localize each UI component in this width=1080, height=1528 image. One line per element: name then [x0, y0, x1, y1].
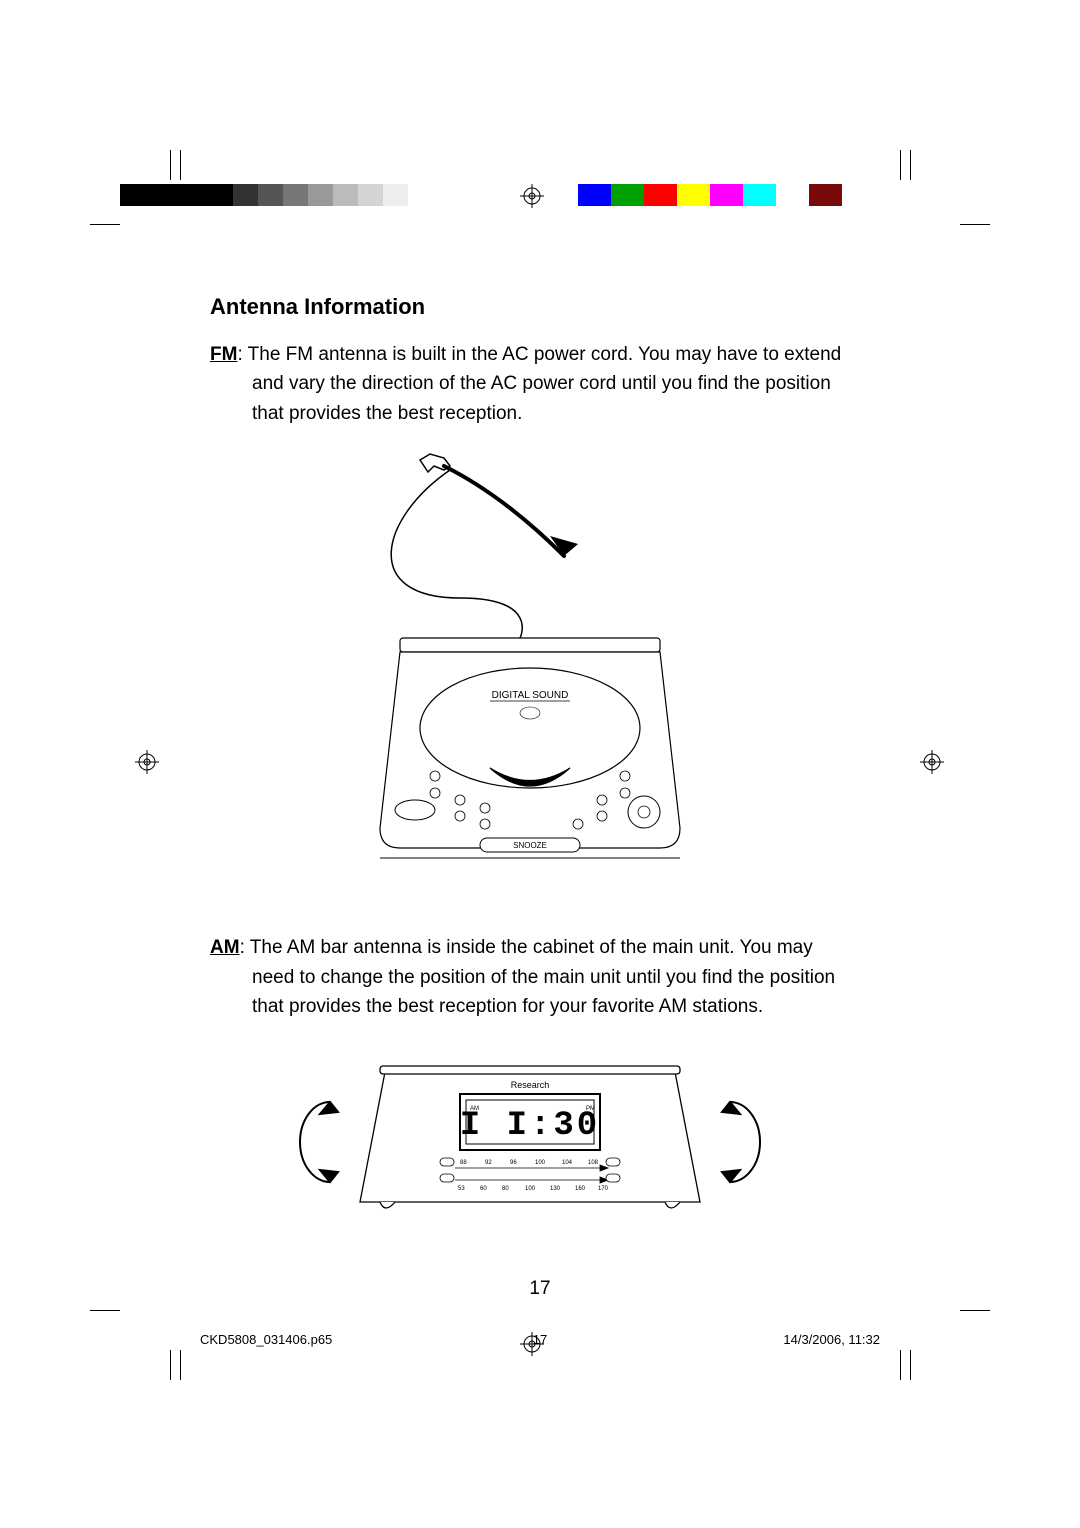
fm-label: FM [210, 344, 237, 365]
registration-target-icon [520, 184, 544, 208]
svg-text:92: 92 [485, 1160, 492, 1166]
crop-mark [180, 150, 181, 180]
color-calibration-bar [578, 184, 842, 206]
crop-mark [90, 224, 120, 225]
color-swatch [611, 184, 644, 206]
grey-swatch [358, 184, 383, 206]
svg-text:170: 170 [598, 1186, 609, 1192]
svg-text:AM: AM [470, 1106, 479, 1112]
crop-mark [960, 1310, 990, 1311]
am-antenna-figure: Research I I:30 AM PM 88 92 96 100 104 108 5… [210, 1042, 850, 1247]
crop-mark [90, 1310, 120, 1311]
crop-mark [170, 150, 171, 180]
svg-text:100: 100 [525, 1186, 536, 1192]
color-swatch [809, 184, 842, 206]
color-swatch [578, 184, 611, 206]
clock-time: I I:30 [460, 1107, 600, 1145]
svg-text:53: 53 [458, 1186, 465, 1192]
svg-text:96: 96 [510, 1160, 517, 1166]
grey-calibration-bar [208, 184, 408, 206]
am-paragraph: AM: The AM bar antenna is inside the cab… [210, 933, 850, 1021]
svg-text:88: 88 [460, 1160, 467, 1166]
svg-text:100: 100 [535, 1160, 546, 1166]
calibration-black-block [120, 184, 208, 206]
am-label: AM [210, 937, 240, 958]
grey-swatch [383, 184, 408, 206]
fm-paragraph: FM: The FM antenna is built in the AC po… [210, 340, 850, 428]
svg-text:60: 60 [480, 1186, 487, 1192]
grey-swatch [283, 184, 308, 206]
crop-mark [960, 224, 990, 225]
page-content: Antenna Information FM: The FM antenna i… [210, 294, 850, 1297]
fm-antenna-figure: DIGITAL SOUND [210, 448, 850, 883]
crop-mark [170, 1350, 171, 1380]
grey-swatch [208, 184, 233, 206]
svg-text:130: 130 [550, 1186, 561, 1192]
svg-text:PM: PM [586, 1106, 595, 1112]
crop-mark [910, 1350, 911, 1380]
grey-swatch [308, 184, 333, 206]
svg-text:104: 104 [562, 1160, 573, 1166]
snooze-label: SNOOZE [513, 841, 547, 850]
grey-swatch [258, 184, 283, 206]
svg-text:108: 108 [588, 1160, 599, 1166]
brand-label: Research [511, 1080, 550, 1090]
page-number: 17 [0, 1278, 1080, 1300]
grey-swatch [233, 184, 258, 206]
crop-mark [180, 1350, 181, 1380]
color-swatch [644, 184, 677, 206]
footer-page: 17 [200, 1332, 880, 1347]
crop-mark [900, 150, 901, 180]
svg-text:160: 160 [575, 1186, 586, 1192]
color-swatch [677, 184, 710, 206]
color-swatch [743, 184, 776, 206]
crop-mark [910, 150, 911, 180]
fm-text: : The FM antenna is built in the AC powe… [237, 344, 841, 424]
print-footer: CKD5808_031406.p65 17 14/3/2006, 11:32 [200, 1332, 880, 1347]
svg-text:80: 80 [502, 1186, 509, 1192]
am-text: : The AM bar antenna is inside the cabin… [240, 937, 836, 1017]
color-swatch [710, 184, 743, 206]
registration-target-icon [135, 750, 159, 774]
crop-mark [900, 1350, 901, 1380]
section-title: Antenna Information [210, 294, 850, 320]
digital-sound-label: DIGITAL SOUND [492, 690, 569, 701]
color-swatch [776, 184, 809, 206]
registration-target-icon [920, 750, 944, 774]
grey-swatch [333, 184, 358, 206]
